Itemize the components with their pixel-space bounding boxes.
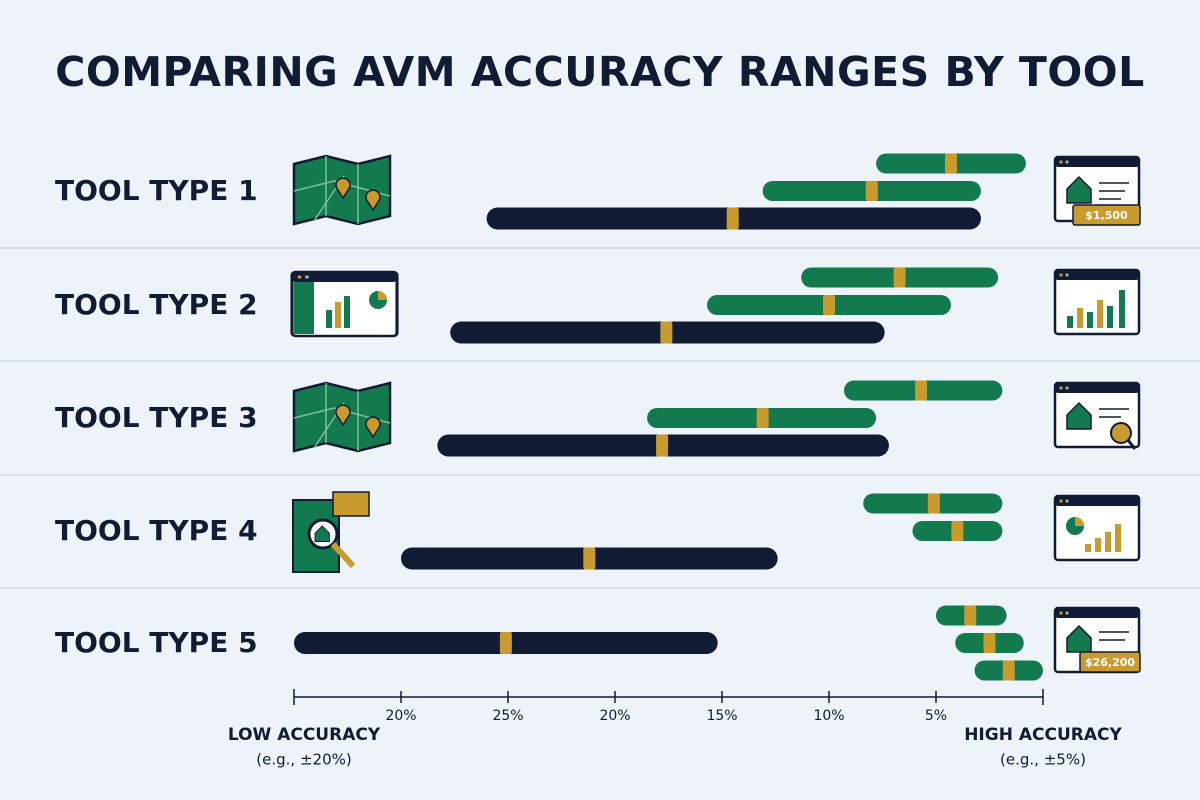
listing-icon xyxy=(1053,155,1141,223)
search-icon xyxy=(1053,381,1141,450)
midpoint-marker xyxy=(944,153,957,174)
price-badge xyxy=(1072,204,1141,226)
midpoint-marker xyxy=(660,321,673,344)
midpoint-marker xyxy=(1002,660,1015,681)
dashboard-icon xyxy=(290,270,399,338)
midpoint-marker xyxy=(893,267,906,288)
midpoint-marker xyxy=(983,633,996,653)
midpoint-marker xyxy=(964,605,977,626)
map-icon xyxy=(292,381,392,453)
high-example: (e.g., ±5%) xyxy=(1000,751,1086,769)
low-example: (e.g., ±20%) xyxy=(256,751,351,769)
price-badge xyxy=(1079,651,1141,673)
midpoint-marker xyxy=(726,207,739,230)
price-badge-text: $26,200 xyxy=(1085,656,1135,669)
analytics-icon xyxy=(1053,494,1141,562)
row-separators xyxy=(0,247,1200,589)
x-tick-label: 5% xyxy=(925,708,947,724)
report-icon xyxy=(292,491,370,573)
low-label: LOW ACCURACY xyxy=(228,725,381,745)
midpoint-marker xyxy=(951,521,964,541)
x-tick-label: 15% xyxy=(706,708,737,724)
x-tick-label: 20% xyxy=(599,708,630,724)
midpoint-marker xyxy=(656,434,669,457)
midpoint-marker xyxy=(915,380,928,401)
tool-label: TOOL TYPE 3 xyxy=(55,401,258,434)
tool-label: TOOL TYPE 1 xyxy=(55,174,258,207)
x-tick-label: 10% xyxy=(813,708,844,724)
midpoint-marker xyxy=(499,632,512,654)
listing-icon xyxy=(1053,606,1141,674)
tool-label: TOOL TYPE 4 xyxy=(55,514,258,547)
midpoint-marker xyxy=(823,295,835,315)
x-tick-label: 20% xyxy=(385,708,416,724)
midpoint-marker xyxy=(927,493,940,514)
tool-label: TOOL TYPE 5 xyxy=(55,626,258,659)
midpoint-marker xyxy=(756,408,769,428)
midpoint-marker xyxy=(865,181,878,201)
chart-title: COMPARING AVM ACCURACY RANGES BY TOOL xyxy=(55,48,1145,96)
tool-label: TOOL TYPE 2 xyxy=(55,288,258,321)
midpoint-marker xyxy=(583,547,596,570)
price-badge-text: $1,500 xyxy=(1085,209,1128,222)
x-tick-label: 25% xyxy=(492,708,523,724)
high-label: HIGH ACCURACY xyxy=(964,725,1122,745)
chart-icon xyxy=(1053,268,1141,336)
map-icon xyxy=(292,154,392,226)
